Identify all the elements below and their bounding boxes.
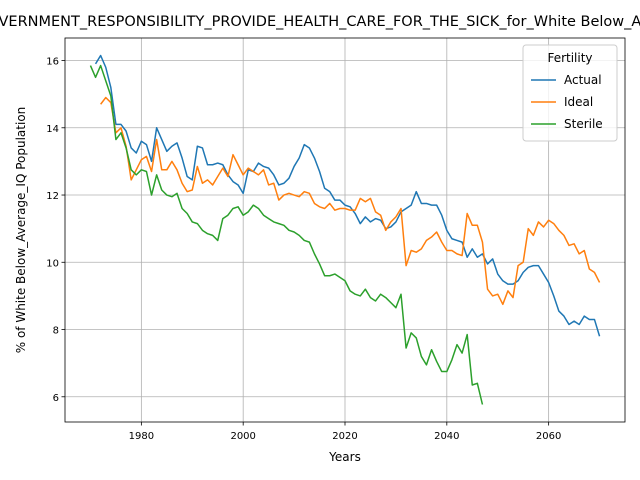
plot-area: 1980 2000 2020 2040 2060 6 8 10 12 14 16 Fertility A… — [46, 37, 626, 442]
x-tick-label: 2000 — [230, 431, 255, 442]
series-line — [89, 64, 484, 405]
x-tick-label: 1980 — [129, 431, 154, 442]
legend: Fertility Actual Ideal Sterile — [522, 44, 618, 142]
y-tick-label: 8 — [53, 326, 59, 337]
y-axis-label: % of White Below_Average_IQ Population — [14, 107, 28, 354]
legend-box — [522, 44, 618, 142]
y-tick-label: 16 — [46, 57, 59, 68]
x-axis-label: Years — [328, 450, 361, 464]
x-tick-label: 2020 — [332, 431, 357, 442]
y-tick-label: 12 — [46, 191, 59, 202]
series-line — [100, 96, 601, 306]
legend-label: Ideal — [564, 95, 593, 109]
y-tick-label: 6 — [53, 393, 59, 404]
axes-frame — [64, 37, 626, 423]
chart-title: GOVERNMENT_RESPONSIBILITY_PROVIDE_HEALTH… — [0, 14, 640, 30]
legend-title: Fertility — [547, 51, 592, 65]
legend-label: Actual — [564, 73, 602, 87]
legend-label: Sterile — [564, 117, 603, 131]
x-tick-label: 2060 — [536, 431, 561, 442]
x-tick-label: 2040 — [434, 431, 459, 442]
y-tick-label: 10 — [46, 258, 59, 269]
y-tick-label: 14 — [46, 124, 59, 135]
